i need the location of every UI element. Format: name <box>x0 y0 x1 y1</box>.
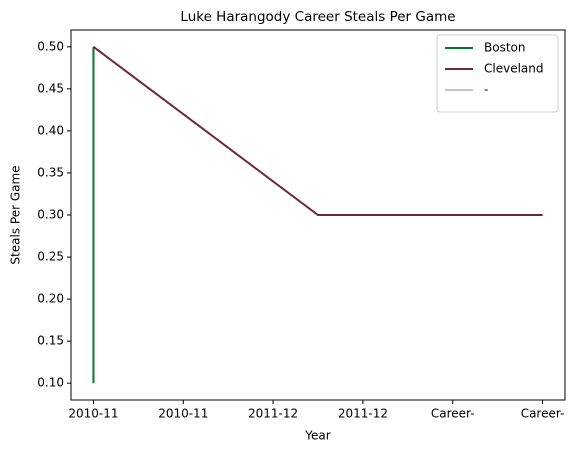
legend-label: Boston <box>484 41 525 55</box>
x-tick-label: 2011-12 <box>338 407 388 421</box>
y-tick-label: 0.40 <box>37 123 64 137</box>
y-tick-label: 0.35 <box>37 165 64 179</box>
y-tick-label: 0.25 <box>37 250 64 264</box>
chart-title: Luke Harangody Career Steals Per Game <box>180 9 455 25</box>
line <box>92 46 543 216</box>
x-tick-label: 2011-12 <box>248 407 298 421</box>
y-tick-label: 0.45 <box>37 81 64 95</box>
y-tick-label: 0.30 <box>37 208 64 222</box>
plot-frame <box>70 29 566 401</box>
x-tick-label: Career- <box>431 407 475 421</box>
y-tick-label: 0.50 <box>37 39 64 53</box>
legend-box <box>436 34 559 113</box>
x-tick-label: Career- <box>521 407 565 421</box>
y-axis-label: Steals Per Game <box>9 165 23 264</box>
legend-label: Cleveland <box>484 62 544 76</box>
y-tick-label: 0.15 <box>37 334 64 348</box>
y-tick-label: 0.10 <box>37 376 64 390</box>
y-tick-label: 0.20 <box>37 292 64 306</box>
x-axis-label: Year <box>304 429 330 443</box>
legend-label: - <box>484 83 488 97</box>
x-tick-label: 2010-11 <box>68 407 118 421</box>
x-tick-label: 2010-11 <box>158 407 208 421</box>
